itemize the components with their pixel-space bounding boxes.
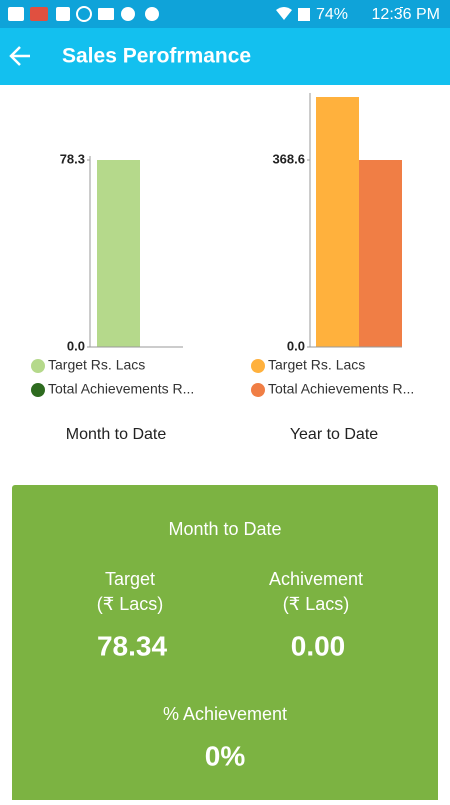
legend-swatch [31,359,45,373]
chart-caption: Year to Date [290,426,378,443]
app-title: Sales Perofrmance [62,45,251,68]
percent-value: 0% [205,740,246,771]
bar [97,160,140,347]
bar [316,97,359,347]
target-label: Target [105,569,155,589]
legend-label: Target Rs. Lacs [48,357,145,373]
legend-label: Total Achievements R... [48,381,194,397]
achievement-value: 0.00 [291,630,346,661]
achievement-unit: (₹ Lacs) [283,594,349,614]
y-tick-label: 0.0 [67,338,85,353]
clock: 12:36 PM [372,6,440,23]
target-unit: (₹ Lacs) [97,594,163,614]
legend-swatch [31,383,45,397]
legend-label: Target Rs. Lacs [268,357,365,373]
back-button[interactable] [9,46,30,66]
target-value: 78.34 [97,630,167,661]
achievement-label: Achivement [269,569,363,589]
status-icons [8,6,403,22]
card-title: Month to Date [168,519,281,539]
status-bar [0,0,450,28]
chart-caption: Month to Date [66,426,167,443]
app-bar [0,28,450,85]
y-tick-label: 78.3 [60,151,85,166]
legend-swatch [251,359,265,373]
battery: 74% [316,6,348,23]
legend-swatch [251,383,265,397]
percent-label: % Achievement [163,704,287,724]
y-tick-label: 0.0 [287,338,305,353]
y-tick-label: 368.6 [272,151,305,166]
bar [359,160,402,347]
legend-label: Total Achievements R... [268,381,414,397]
summary-card [12,485,438,805]
